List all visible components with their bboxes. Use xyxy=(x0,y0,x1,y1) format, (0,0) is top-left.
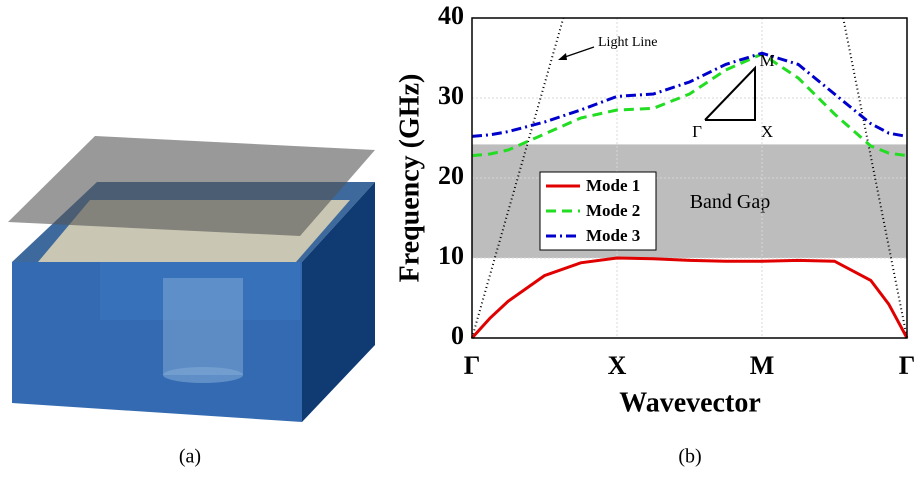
annotation-arrowhead xyxy=(558,53,567,60)
y-tick-label: 0 xyxy=(451,321,464,350)
light-line-label: Light Line xyxy=(598,35,658,50)
illustration: (a) xyxy=(8,136,375,468)
x-tick-label: M xyxy=(750,351,775,380)
figure: (a) (b) Wavevector Frequency (GHz) Band … xyxy=(0,0,920,476)
inset-label: Γ xyxy=(692,122,702,141)
y-tick-label: 30 xyxy=(438,81,464,110)
y-axis-label: Frequency (GHz) xyxy=(394,74,425,283)
band-gap-label: Band Gap xyxy=(690,191,771,213)
cylinder-base xyxy=(163,367,243,383)
inset-triangle xyxy=(705,68,755,120)
caption: (b) xyxy=(678,446,701,468)
y-tick-label: 10 xyxy=(438,241,464,270)
x-tick-label: Γ xyxy=(899,351,916,380)
caption: (a) xyxy=(179,446,201,468)
cylinder xyxy=(163,278,243,375)
series-line xyxy=(472,258,907,338)
legend-label: Mode 2 xyxy=(586,201,640,220)
x-axis-label: Wavevector xyxy=(619,387,761,418)
y-tick-label: 20 xyxy=(438,161,464,190)
y-tick-label: 40 xyxy=(438,1,464,30)
legend-label: Mode 1 xyxy=(586,176,640,195)
inset-label: M xyxy=(759,51,774,70)
inset-label: X xyxy=(761,122,773,141)
x-tick-label: X xyxy=(608,351,627,380)
legend-label: Mode 3 xyxy=(586,226,640,245)
x-tick-label: Γ xyxy=(464,351,481,380)
series-line xyxy=(472,54,907,156)
annotation-arrow xyxy=(562,47,594,58)
